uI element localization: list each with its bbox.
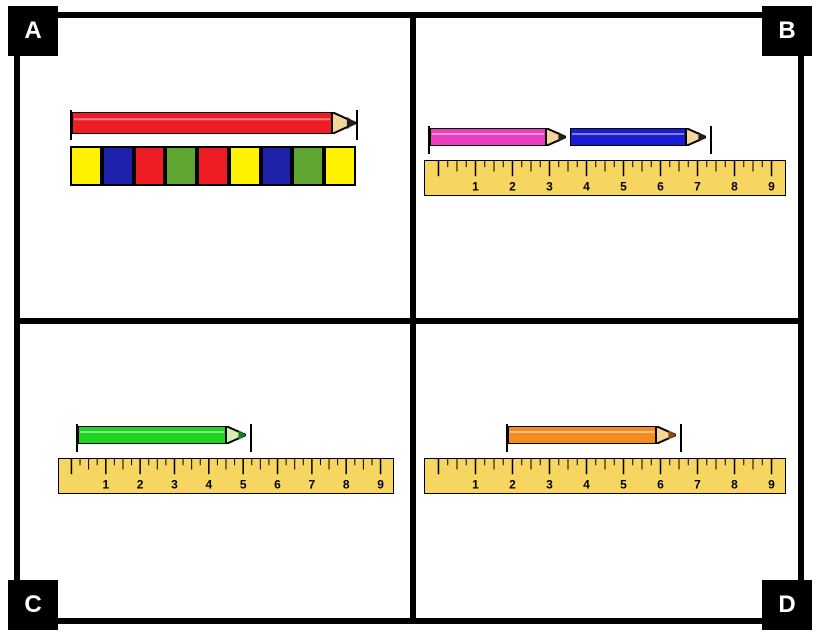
svg-text:2: 2 [137, 478, 144, 492]
svg-text:4: 4 [583, 478, 590, 492]
svg-text:4: 4 [205, 478, 212, 492]
svg-text:9: 9 [377, 478, 384, 492]
panel-a-block-7 [292, 146, 324, 186]
panel-a-block-4 [197, 146, 229, 186]
panel-a-pencil [72, 112, 356, 134]
grid-hline [14, 318, 804, 324]
svg-text:9: 9 [768, 478, 775, 492]
svg-text:1: 1 [472, 180, 479, 194]
svg-text:6: 6 [657, 478, 664, 492]
panel-d-bracket-right [680, 424, 682, 452]
svg-text:2: 2 [509, 180, 516, 194]
corner-label-c: C [8, 580, 58, 630]
panel-b-pencil-2 [570, 128, 706, 146]
corner-label-b: B [762, 6, 812, 56]
panel-a-block-0 [70, 146, 102, 186]
svg-text:6: 6 [657, 180, 664, 194]
svg-text:3: 3 [171, 478, 178, 492]
svg-text:8: 8 [731, 478, 738, 492]
panel-d-ruler: 1 2 3 4 5 6 7 8 9 [424, 458, 786, 494]
panel-c-pencil [78, 426, 246, 444]
svg-text:2: 2 [509, 478, 516, 492]
corner-label-d: D [762, 580, 812, 630]
svg-text:3: 3 [546, 180, 553, 194]
panel-c-bracket-right [250, 424, 252, 452]
panel-a-block-5 [229, 146, 261, 186]
panel-d-pencil [508, 426, 676, 444]
svg-text:7: 7 [309, 478, 316, 492]
svg-text:8: 8 [343, 478, 350, 492]
corner-label-a: A [8, 6, 58, 56]
svg-text:3: 3 [546, 478, 553, 492]
svg-text:9: 9 [768, 180, 775, 194]
svg-text:1: 1 [472, 478, 479, 492]
svg-text:5: 5 [620, 180, 627, 194]
svg-text:7: 7 [694, 180, 701, 194]
panel-a-block-8 [324, 146, 356, 186]
panel-b-bracket-right [710, 126, 712, 154]
panel-b-ruler: 1 2 3 4 5 6 7 8 9 [424, 160, 786, 196]
svg-text:4: 4 [583, 180, 590, 194]
panel-a-block-1 [102, 146, 134, 186]
svg-text:8: 8 [731, 180, 738, 194]
panel-c-ruler: 1 2 3 4 5 6 7 8 9 [58, 458, 394, 494]
svg-text:6: 6 [274, 478, 281, 492]
panel-a-bracket-right [356, 110, 358, 140]
panel-b-pencil-1 [430, 128, 566, 146]
panel-a-block-3 [165, 146, 197, 186]
panel-a-block-2 [134, 146, 166, 186]
svg-text:1: 1 [102, 478, 109, 492]
svg-text:7: 7 [694, 478, 701, 492]
panel-a-block-6 [261, 146, 293, 186]
svg-text:5: 5 [240, 478, 247, 492]
svg-text:5: 5 [620, 478, 627, 492]
